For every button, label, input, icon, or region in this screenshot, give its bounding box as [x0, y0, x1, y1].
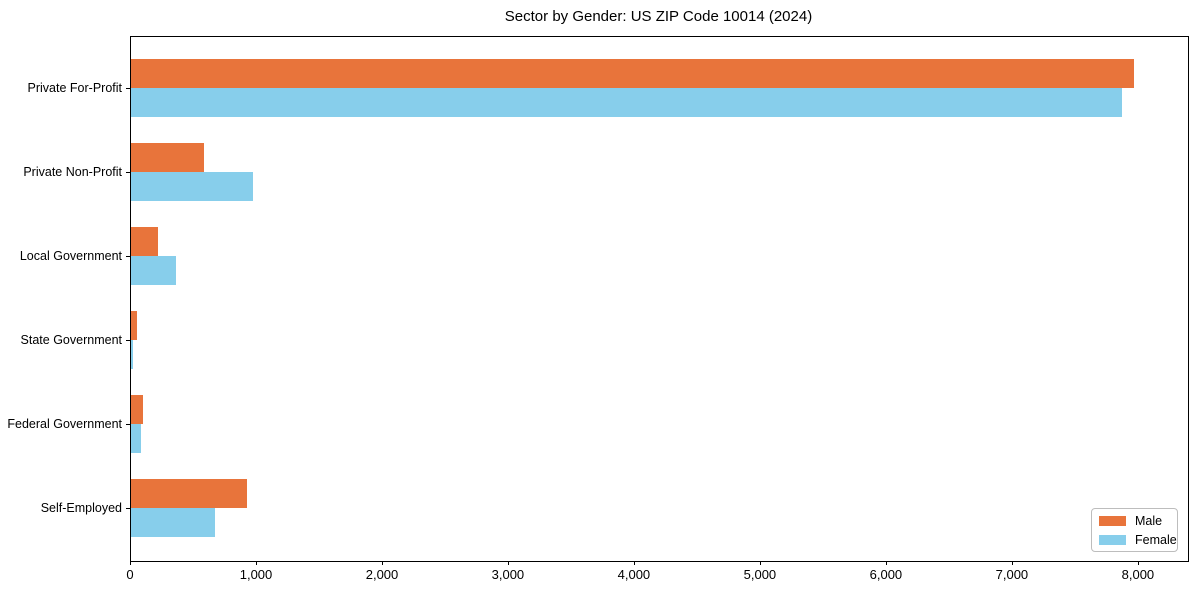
y-axis-tick-self-employed: [126, 508, 131, 509]
x-axis-tick-6: [885, 561, 887, 565]
x-axis-label-3: 3,000: [491, 567, 525, 582]
bar-female-self-employed: [130, 508, 215, 537]
y-axis-tick-local-government: [126, 256, 131, 257]
x-axis-label-6: 6,000: [869, 567, 903, 582]
x-axis-tick-8: [1137, 561, 1139, 565]
bar-male-self-employed: [130, 479, 248, 508]
bar-male-local-government: [130, 227, 159, 256]
bar-female-private-for-profit: [130, 88, 1122, 117]
y-axis-label-state-government: State Government: [20, 333, 122, 347]
y-axis-label-private-for-profit: Private For-Profit: [27, 81, 122, 95]
bar-male-federal-government: [130, 395, 143, 424]
y-axis-label-local-government: Local Government: [19, 249, 122, 263]
legend-female-label: Female: [1135, 532, 1177, 547]
y-axis-label-self-employed: Self-Employed: [40, 501, 122, 515]
y-axis-label-private-non-profit: Private Non-Profit: [23, 165, 122, 179]
y-axis-tick-private-for-profit: [126, 88, 131, 89]
bar-female-state-government: [130, 340, 134, 369]
legend: Male Female: [1091, 508, 1178, 552]
bar-male-private-non-profit: [130, 143, 204, 172]
y-axis-tick-federal-government: [126, 424, 131, 425]
x-axis-label-1: 1,000: [239, 567, 273, 582]
bar-female-private-non-profit: [130, 172, 253, 201]
y-axis-tick-private-non-profit: [126, 172, 131, 173]
legend-entry-male: Male: [1092, 511, 1177, 530]
x-axis-label-2: 2,000: [365, 567, 399, 582]
x-axis-tick-3: [507, 561, 509, 565]
legend-female-swatch-icon: [1099, 534, 1126, 545]
legend-male-swatch-icon: [1099, 515, 1126, 526]
x-axis-label-0: 0: [126, 567, 134, 582]
bar-male-state-government: [130, 311, 137, 340]
bar-female-federal-government: [130, 424, 142, 453]
x-axis-tick-2: [382, 561, 383, 565]
legend-male-label: Male: [1135, 513, 1163, 528]
x-axis-tick-1: [256, 561, 257, 565]
x-axis-tick-5: [759, 561, 761, 565]
x-axis-label-7: 7,000: [995, 567, 1029, 582]
y-axis-tick-state-government: [126, 340, 131, 341]
bar-male-private-for-profit: [130, 59, 1135, 88]
x-axis-label-8: 8,000: [1121, 567, 1155, 582]
bar-female-local-government: [130, 256, 176, 285]
x-axis-label-5: 5,000: [743, 567, 777, 582]
x-axis-label-4: 4,000: [617, 567, 651, 582]
y-axis-label-federal-government: Federal Government: [7, 417, 122, 431]
x-axis-tick-4: [633, 561, 635, 565]
x-axis-tick-0: [130, 561, 131, 565]
chart-title: Sector by Gender: US ZIP Code 10014 (202…: [504, 8, 813, 25]
legend-entry-female: Female: [1092, 530, 1177, 549]
x-axis-tick-7: [1011, 561, 1013, 565]
